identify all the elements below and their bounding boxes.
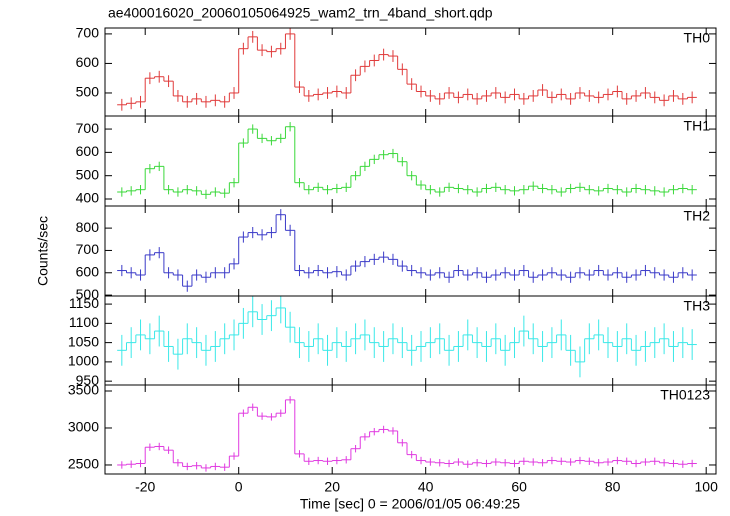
x-axis-label: Time [sec] 0 = 2006/01/05 06:49:25 [300, 496, 520, 512]
x-tick-label: 0 [235, 479, 243, 495]
y-tick-label: 1100 [69, 314, 99, 330]
panel-label: TH2 [684, 208, 711, 224]
y-tick-label: 700 [76, 241, 100, 257]
y-tick-label: 3000 [68, 419, 99, 435]
y-tick-label: 3500 [68, 382, 99, 398]
y-tick-label: 1150 [69, 295, 99, 311]
panel-frame [104, 384, 717, 475]
y-axis-label: Counts/sec [35, 216, 51, 286]
y-tick-label: 400 [76, 190, 100, 206]
y-tick-label: 700 [76, 120, 100, 136]
y-tick-label: 500 [76, 84, 100, 100]
y-tick-label: 1050 [68, 333, 99, 349]
panel-label: TH1 [684, 118, 711, 134]
y-tick-label: 800 [76, 219, 100, 235]
panel-label: TH3 [684, 298, 711, 314]
y-tick-label: 2500 [68, 456, 99, 472]
chart-title: ae400016020_20060105064925_wam2_trn_4ban… [108, 5, 493, 21]
y-tick-label: 1000 [68, 353, 99, 369]
x-tick-label: -20 [135, 479, 155, 495]
y-tick-label: 600 [76, 54, 100, 70]
y-tick-label: 500 [76, 286, 100, 302]
x-tick-label: 40 [418, 479, 434, 495]
y-tick-label: 700 [76, 25, 100, 41]
x-tick-label: 100 [695, 479, 719, 495]
x-tick-label: 20 [324, 479, 340, 495]
panel-label: TH0 [684, 30, 711, 46]
y-tick-label: 600 [76, 143, 100, 159]
panel-frame [104, 205, 717, 297]
y-tick-label: 500 [76, 166, 100, 182]
y-tick-label: 600 [76, 263, 100, 279]
panel-label: TH0123 [660, 387, 710, 403]
x-tick-label: 60 [511, 479, 527, 495]
y-tick-label: 950 [76, 372, 100, 388]
x-tick-label: 80 [605, 479, 621, 495]
